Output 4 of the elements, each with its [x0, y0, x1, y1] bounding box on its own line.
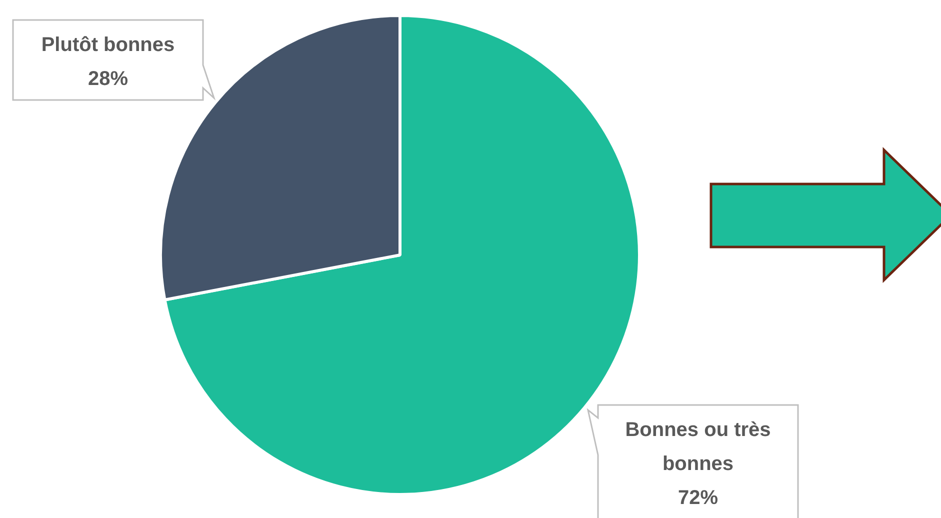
slice-label: Plutôt bonnes — [40, 33, 176, 58]
data-label: 72% — [676, 486, 720, 511]
data-label: 28% — [86, 67, 130, 92]
slice-label: Bonnes ou très bonnes — [624, 418, 772, 477]
